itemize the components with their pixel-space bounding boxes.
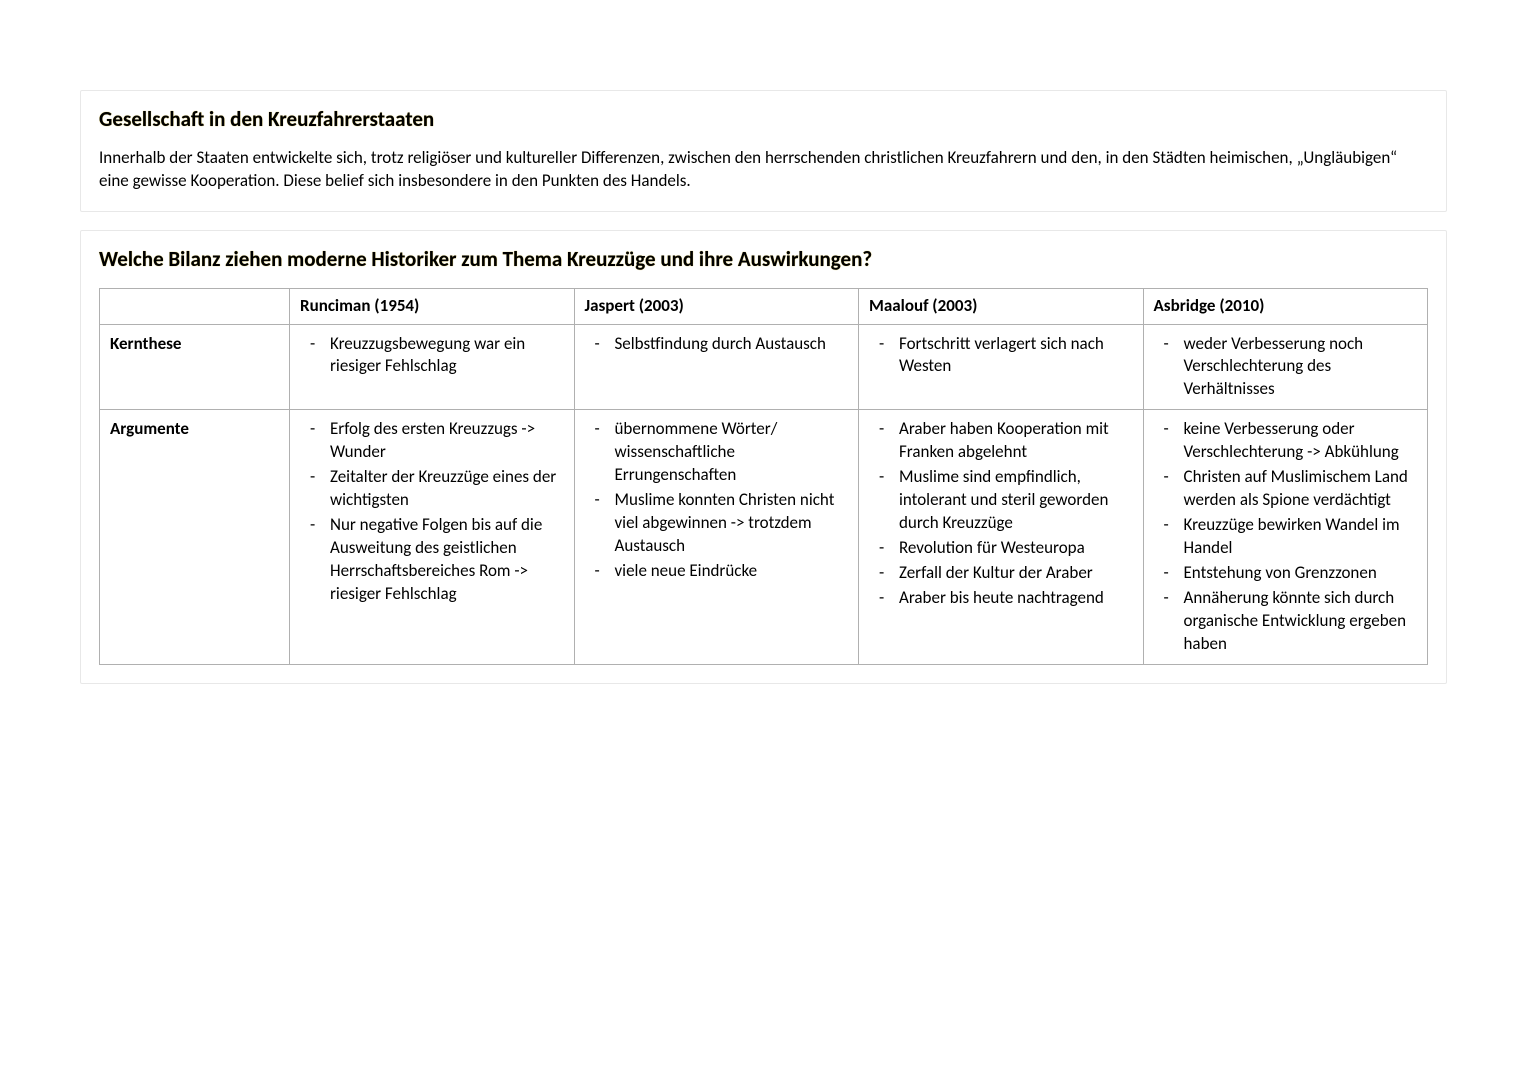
list-item: Zerfall der Kultur der Araber <box>875 562 1133 585</box>
bullet-list: Araber haben Kooperation mit Franken abg… <box>869 418 1133 610</box>
cell: übernommene Wörter/ wissenschaftliche Er… <box>574 410 859 664</box>
cell: Selbstfindung durch Austausch <box>574 324 859 410</box>
list-item: Nur negative Folgen bis auf die Ausweitu… <box>306 514 564 606</box>
list-item: keine Verbesserung oder Verschlechterung… <box>1160 418 1418 464</box>
list-item: weder Verbesserung noch Verschlechterung… <box>1160 333 1418 402</box>
bullet-list: Selbstfindung durch Austausch <box>585 333 849 356</box>
list-item: Kreuzzüge bewirken Wandel im Handel <box>1160 514 1418 560</box>
section-heading: Gesellschaft in den Kreuzfahrerstaaten <box>99 105 1428 133</box>
table-header-row: Runciman (1954) Jaspert (2003) Maalouf (… <box>100 288 1428 324</box>
table-row: Argumente Erfolg des ersten Kreuzzugs ->… <box>100 410 1428 664</box>
list-item: viele neue Eindrücke <box>591 560 849 583</box>
list-item: Erfolg des ersten Kreuzzugs -> Wunder <box>306 418 564 464</box>
col-header: Runciman (1954) <box>290 288 575 324</box>
bullet-list: Erfolg des ersten Kreuzzugs -> Wunder Ze… <box>300 418 564 606</box>
col-header: Jaspert (2003) <box>574 288 859 324</box>
cell: Kreuzzugsbewegung war ein riesiger Fehls… <box>290 324 575 410</box>
section-bilanz: Welche Bilanz ziehen moderne Historiker … <box>80 230 1447 683</box>
col-header <box>100 288 290 324</box>
list-item: Muslime konnten Christen nicht viel abge… <box>591 489 849 558</box>
list-item: Araber bis heute nachtragend <box>875 587 1133 610</box>
col-header: Asbridge (2010) <box>1143 288 1428 324</box>
cell: Araber haben Kooperation mit Franken abg… <box>859 410 1144 664</box>
row-label: Argumente <box>100 410 290 664</box>
list-item: Araber haben Kooperation mit Franken abg… <box>875 418 1133 464</box>
list-item: Christen auf Muslimischem Land werden al… <box>1160 466 1418 512</box>
cell: Fortschritt verlagert sich nach Westen <box>859 324 1144 410</box>
list-item: Fortschritt verlagert sich nach Westen <box>875 333 1133 379</box>
list-item: Kreuzzugsbewegung war ein riesiger Fehls… <box>306 333 564 379</box>
list-item: Zeitalter der Kreuzzüge eines der wichti… <box>306 466 564 512</box>
col-header: Maalouf (2003) <box>859 288 1144 324</box>
cell: weder Verbesserung noch Verschlechterung… <box>1143 324 1428 410</box>
bullet-list: Fortschritt verlagert sich nach Westen <box>869 333 1133 379</box>
list-item: Annäherung könnte sich durch organische … <box>1160 587 1418 656</box>
bullet-list: Kreuzzugsbewegung war ein riesiger Fehls… <box>300 333 564 379</box>
list-item: Entstehung von Grenzzonen <box>1160 562 1418 585</box>
table-row: Kernthese Kreuzzugsbewegung war ein ries… <box>100 324 1428 410</box>
row-label: Kernthese <box>100 324 290 410</box>
list-item: Revolution für Westeuropa <box>875 537 1133 560</box>
section-body: Innerhalb der Staaten entwickelte sich, … <box>99 147 1428 193</box>
bullet-list: übernommene Wörter/ wissenschaftliche Er… <box>585 418 849 583</box>
bullet-list: keine Verbesserung oder Verschlechterung… <box>1154 418 1418 655</box>
bullet-list: weder Verbesserung noch Verschlechterung… <box>1154 333 1418 402</box>
document-page: Gesellschaft in den Kreuzfahrerstaaten I… <box>0 0 1527 684</box>
section-gesellschaft: Gesellschaft in den Kreuzfahrerstaaten I… <box>80 90 1447 212</box>
list-item: Muslime sind empfindlich, intolerant und… <box>875 466 1133 535</box>
section-heading: Welche Bilanz ziehen moderne Historiker … <box>99 245 1428 273</box>
list-item: Selbstfindung durch Austausch <box>591 333 849 356</box>
list-item: übernommene Wörter/ wissenschaftliche Er… <box>591 418 849 487</box>
cell: keine Verbesserung oder Verschlechterung… <box>1143 410 1428 664</box>
cell: Erfolg des ersten Kreuzzugs -> Wunder Ze… <box>290 410 575 664</box>
historians-table: Runciman (1954) Jaspert (2003) Maalouf (… <box>99 288 1428 665</box>
